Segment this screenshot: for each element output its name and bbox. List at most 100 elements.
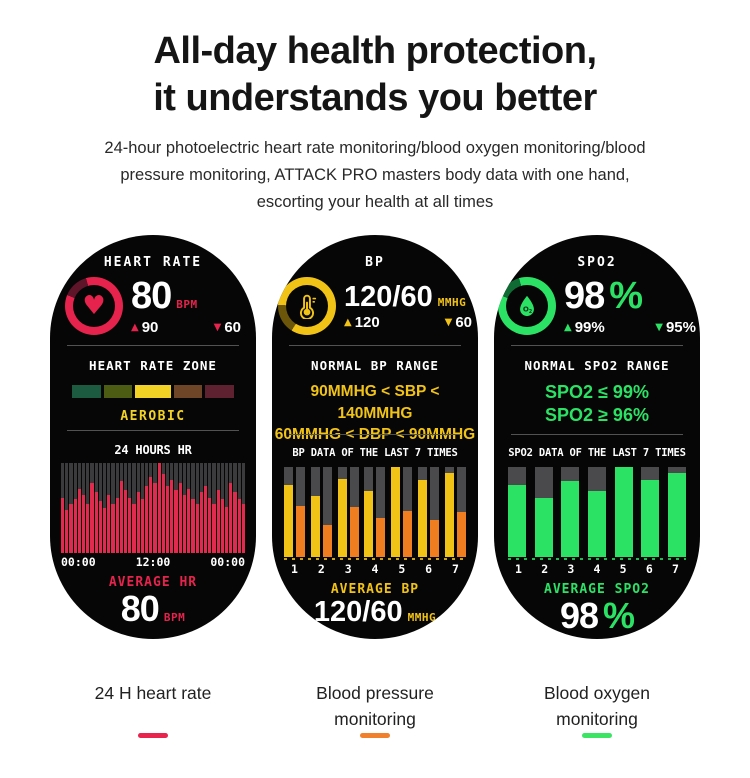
hr-bar: [119, 463, 124, 554]
divider: [67, 430, 239, 432]
spo2-bar-track: [508, 467, 526, 558]
hr-bar-fill: [145, 485, 149, 554]
bp-bar-fill: [444, 472, 454, 558]
hr-bar-fill: [157, 463, 161, 554]
hr-bar: [61, 463, 65, 554]
down-triangle-icon: ▼: [213, 321, 222, 333]
thermometer-icon: [286, 285, 328, 328]
hr-bar: [241, 463, 245, 554]
bp-bar-fill: [322, 524, 332, 558]
divider: [511, 434, 683, 436]
bp-x-label: 2: [317, 562, 325, 577]
hr-bar-fill: [103, 508, 107, 554]
bp-bar-track: [376, 467, 386, 558]
bp-average-label: AVERAGE BP: [330, 582, 420, 598]
hr-bar: [216, 463, 220, 554]
hr-bar-fill: [61, 497, 65, 554]
oxygen-drop-icon: O 2: [506, 285, 548, 328]
bp-bar-fill: [364, 490, 374, 558]
caption-underline-blood-pressure: [360, 733, 390, 739]
spo2-bar-fill: [561, 480, 580, 558]
subtitle-line-1: 24-hour photoelectric heart rate monitor…: [104, 139, 646, 158]
hr-average-unit: BPM: [163, 611, 186, 625]
svg-text:O: O: [523, 305, 529, 314]
hr-bar: [149, 463, 153, 554]
hr-bar-fill: [94, 492, 98, 554]
page-title-line2: it understands you better: [153, 77, 597, 120]
spo2-chart-baseline: [508, 558, 686, 561]
caption-heart-rate: 24 H heart rate: [50, 681, 256, 739]
bp-screen-title: BP: [365, 255, 385, 271]
hr-bar: [128, 463, 132, 554]
heart-rate-zone-title: HEART RATE ZONE: [89, 358, 217, 374]
hr-bar: [65, 463, 69, 554]
bp-bar-fill: [310, 496, 320, 558]
bp-bar-track: [310, 467, 320, 558]
hr-bar-fill: [77, 488, 82, 554]
heart-rate-progress-ring: ♥: [65, 277, 123, 336]
hr-bar: [136, 463, 140, 554]
bp-current-stats: 120/60 MMHG ▲ 120 ▼ 60: [278, 274, 472, 338]
hr-bar: [187, 463, 191, 554]
down-triangle-icon: ▼: [655, 321, 663, 333]
bp-bar-fill: [391, 467, 401, 558]
heart-rate-current-stats: ♥ 80 BPM ▲ 90 ▼ 60: [65, 274, 241, 338]
hr-bar-fill: [107, 494, 111, 554]
hr-bar-fill: [153, 483, 157, 554]
bp-bar-track: [349, 467, 359, 558]
divider: [511, 345, 683, 347]
watch-screens-row: HEART RATE ♥ 80 BPM ▲ 90 ▼ 60 HEART RATE Z…: [0, 235, 750, 640]
caption-heart-rate-label: 24 H heart rate: [94, 683, 212, 704]
bp-bar-track: [296, 467, 305, 558]
hr-bar-fill: [149, 476, 153, 554]
spo2-x-label: 2: [541, 562, 549, 577]
hr-bar: [98, 463, 103, 554]
spo2-range-line1: SPO2 ≤ 99%: [545, 382, 649, 403]
bp-normal-range: 90MMHG < SBP < 140MMHG 60MMHG < DBP < 90…: [272, 381, 478, 443]
spo2-7times-chart: [508, 467, 686, 558]
hr-bar-fill: [199, 492, 203, 554]
heart-rate-zone-bar: [72, 385, 235, 399]
bp-bar-track: [284, 467, 293, 558]
hr-bar-fill: [119, 481, 124, 554]
hr-bar-fill: [124, 490, 128, 554]
bp-bar-group: [418, 467, 440, 558]
hr-bar-fill: [90, 483, 94, 554]
hr-bar: [170, 463, 174, 554]
bp-x-label: 6: [425, 562, 433, 577]
hr-bar: [233, 463, 237, 554]
hr-bar: [86, 463, 90, 554]
svg-text:2: 2: [529, 310, 533, 316]
spo2-bar-track: [534, 467, 553, 558]
bp-x-label: 1: [291, 562, 298, 577]
bp-bar-track: [337, 467, 347, 558]
spo2-x-label: 5: [619, 562, 627, 577]
bp-average-unit: MMHG: [407, 611, 437, 625]
zone-segment: [205, 385, 235, 399]
hr-bar: [208, 463, 212, 554]
hr-bar: [203, 463, 208, 554]
caption-underline-blood-oxygen: [582, 733, 612, 739]
caption-underline-heart-rate: [138, 733, 168, 739]
bp-x-label: 3: [344, 562, 352, 577]
spo2-value-percent: %: [609, 274, 643, 317]
bp-value: 120/60: [344, 280, 433, 313]
spo2-bar-track: [667, 467, 686, 558]
hr-bar-fill: [170, 479, 174, 554]
hr-bar-fill: [98, 501, 103, 554]
hr-bar-fill: [65, 510, 69, 554]
hr-bar-fill: [178, 483, 182, 554]
spo2-bar-track: [587, 467, 606, 558]
bp-progress-ring: [278, 277, 336, 336]
bp-bar-fill: [403, 511, 413, 558]
bp-bar-fill: [349, 506, 359, 558]
hr-bar-fill: [86, 503, 90, 554]
spo2-current-stats: O 2 98% ▲ 99% ▼ 95%: [498, 274, 696, 338]
bp-bar-group: [391, 467, 413, 558]
caption-blood-oxygen: Blood oxygen monitoring: [494, 681, 700, 739]
bp-x-label: 4: [371, 562, 379, 577]
bp-bar-group: [284, 467, 305, 558]
hr-bar: [182, 463, 187, 554]
bp-bar-track: [403, 467, 413, 558]
hr-bar: [195, 463, 199, 554]
